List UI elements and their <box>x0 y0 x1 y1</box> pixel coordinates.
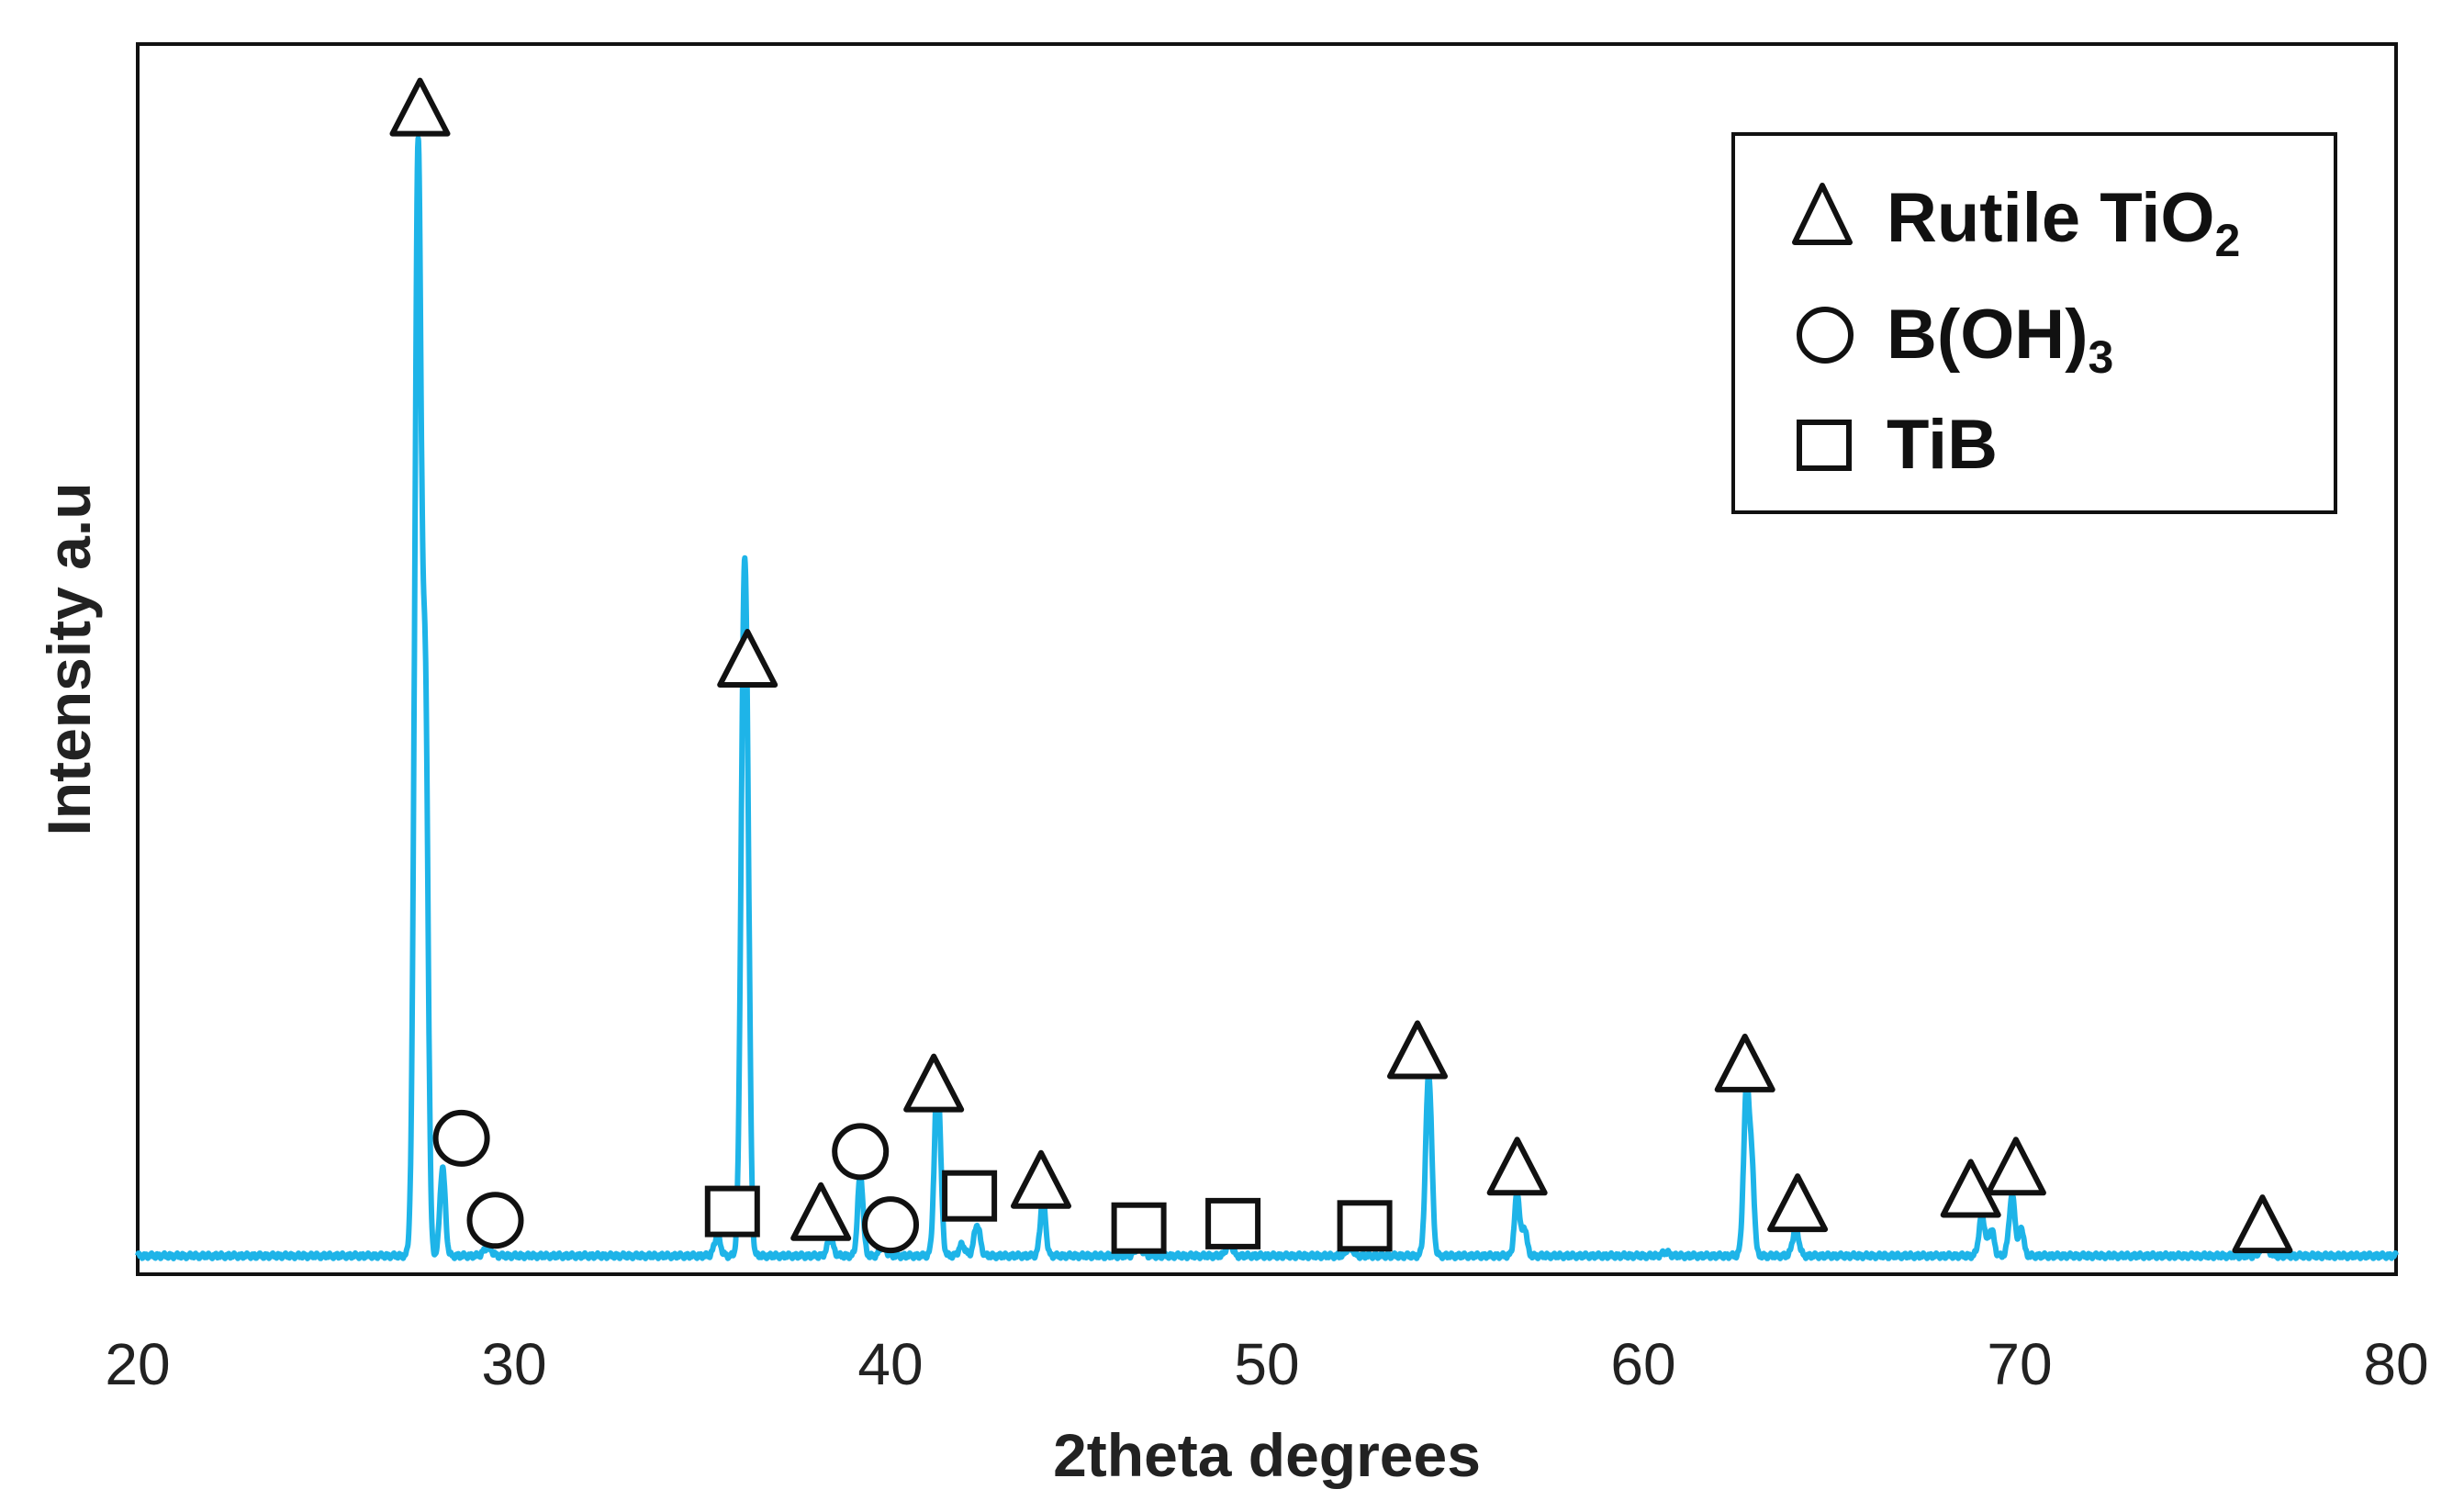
rutile-triangle-marker-10 <box>1985 1137 2046 1196</box>
phase-markers <box>389 77 2293 1254</box>
rutile-triangle-marker-7 <box>1714 1033 1775 1092</box>
rutile-triangle-marker-1 <box>717 629 778 689</box>
legend-circle-icon <box>1797 307 1854 364</box>
tib-square-marker-18 <box>1111 1202 1167 1254</box>
x-tick-label-30: 30 <box>481 1331 546 1397</box>
rutile-triangle-marker-11 <box>2232 1194 2293 1254</box>
x-tick-label-70: 70 <box>1987 1331 2052 1397</box>
legend-triangle-icon <box>1792 183 1853 245</box>
boric-acid-circle-marker-15 <box>862 1196 919 1254</box>
x-tick-label-60: 60 <box>1610 1331 1675 1397</box>
rutile-triangle-marker-3 <box>903 1053 965 1113</box>
plot-frame <box>136 42 2398 1276</box>
rutile-triangle-marker-4 <box>1011 1149 1071 1209</box>
legend-label-rutile-sub: 2 <box>2215 215 2241 266</box>
x-axis-ticks: 20 30 40 50 60 70 80 <box>105 1331 2428 1397</box>
y-axis-title: Intensity a.u <box>35 482 103 835</box>
boric-acid-circle-marker-14 <box>832 1123 890 1181</box>
x-axis-title: 2theta degrees <box>1053 1421 1481 1489</box>
legend-square-icon <box>1797 420 1852 471</box>
legend-label-boric-acid-main: B(OH) <box>1887 296 2089 374</box>
boric-acid-circle-marker-13 <box>466 1192 524 1249</box>
legend-label-boric-acid: B(OH)3 <box>1887 296 2113 383</box>
boric-acid-circle-marker-12 <box>432 1109 490 1167</box>
x-tick-label-20: 20 <box>105 1331 170 1397</box>
legend-label-rutile: Rutile TiO2 <box>1887 179 2240 266</box>
x-tick-label-80: 80 <box>2363 1331 2428 1397</box>
rutile-triangle-marker-6 <box>1486 1137 1548 1196</box>
tib-square-marker-16 <box>704 1185 760 1238</box>
tib-square-marker-19 <box>1205 1197 1261 1249</box>
tib-square-marker-17 <box>942 1170 998 1222</box>
x-tick-label-50: 50 <box>1234 1331 1299 1397</box>
legend-label-boric-acid-sub: 3 <box>2089 331 2114 383</box>
legend-label-rutile-main: Rutile TiO <box>1887 179 2215 257</box>
rutile-triangle-marker-0 <box>389 77 451 137</box>
legend-label-tib: TiB <box>1887 406 1998 484</box>
rutile-triangle-marker-8 <box>1767 1173 1829 1233</box>
rutile-triangle-marker-2 <box>790 1182 852 1241</box>
rutile-triangle-marker-9 <box>1940 1159 2001 1218</box>
x-tick-label-40: 40 <box>857 1331 923 1397</box>
legend: Rutile TiO2 B(OH)3 TiB <box>1731 132 2337 514</box>
rutile-triangle-marker-5 <box>1387 1020 1448 1080</box>
tib-square-marker-20 <box>1337 1200 1393 1252</box>
xrd-pattern-line <box>135 135 2399 1261</box>
